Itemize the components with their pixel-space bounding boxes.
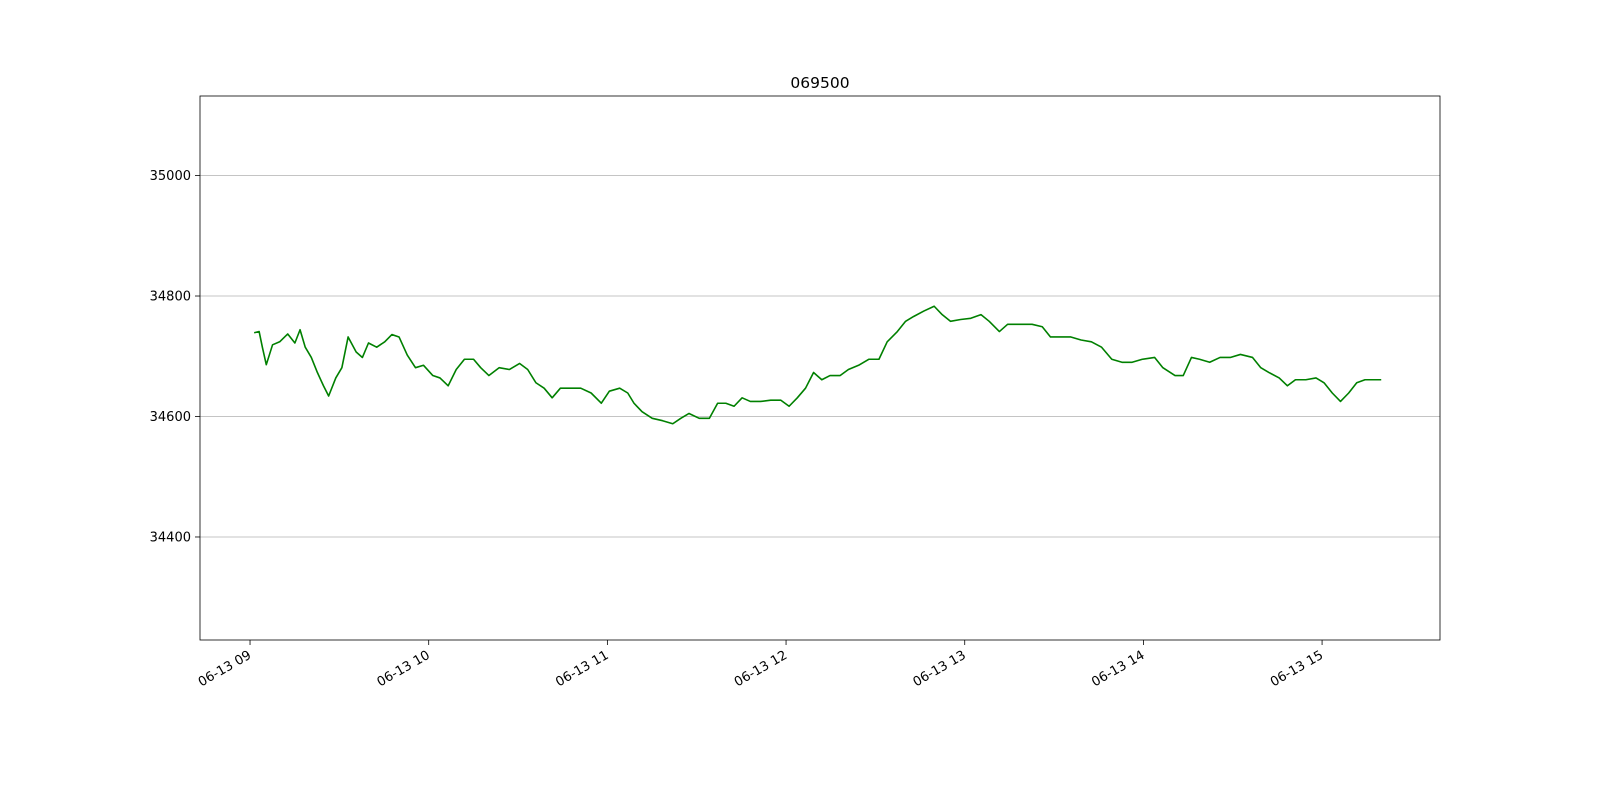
x-tick-label: 06-13 12 [732, 648, 790, 690]
y-tick-label: 34400 [150, 530, 191, 545]
y-tick-label: 34800 [150, 290, 191, 305]
x-tick-label: 06-13 09 [196, 648, 254, 690]
x-tick-label: 06-13 15 [1268, 648, 1326, 690]
x-tick-label: 06-13 11 [553, 648, 611, 690]
y-tick-label: 34600 [150, 410, 191, 425]
line-series [253, 305, 1382, 425]
x-tick-label: 06-13 13 [911, 648, 969, 690]
x-tick-label: 06-13 14 [1089, 648, 1147, 690]
axes-frame [199, 95, 1441, 641]
chart-title: 069500 [790, 74, 849, 92]
y-tick-label: 35000 [150, 169, 191, 184]
x-tick-label: 06-13 10 [375, 648, 433, 690]
